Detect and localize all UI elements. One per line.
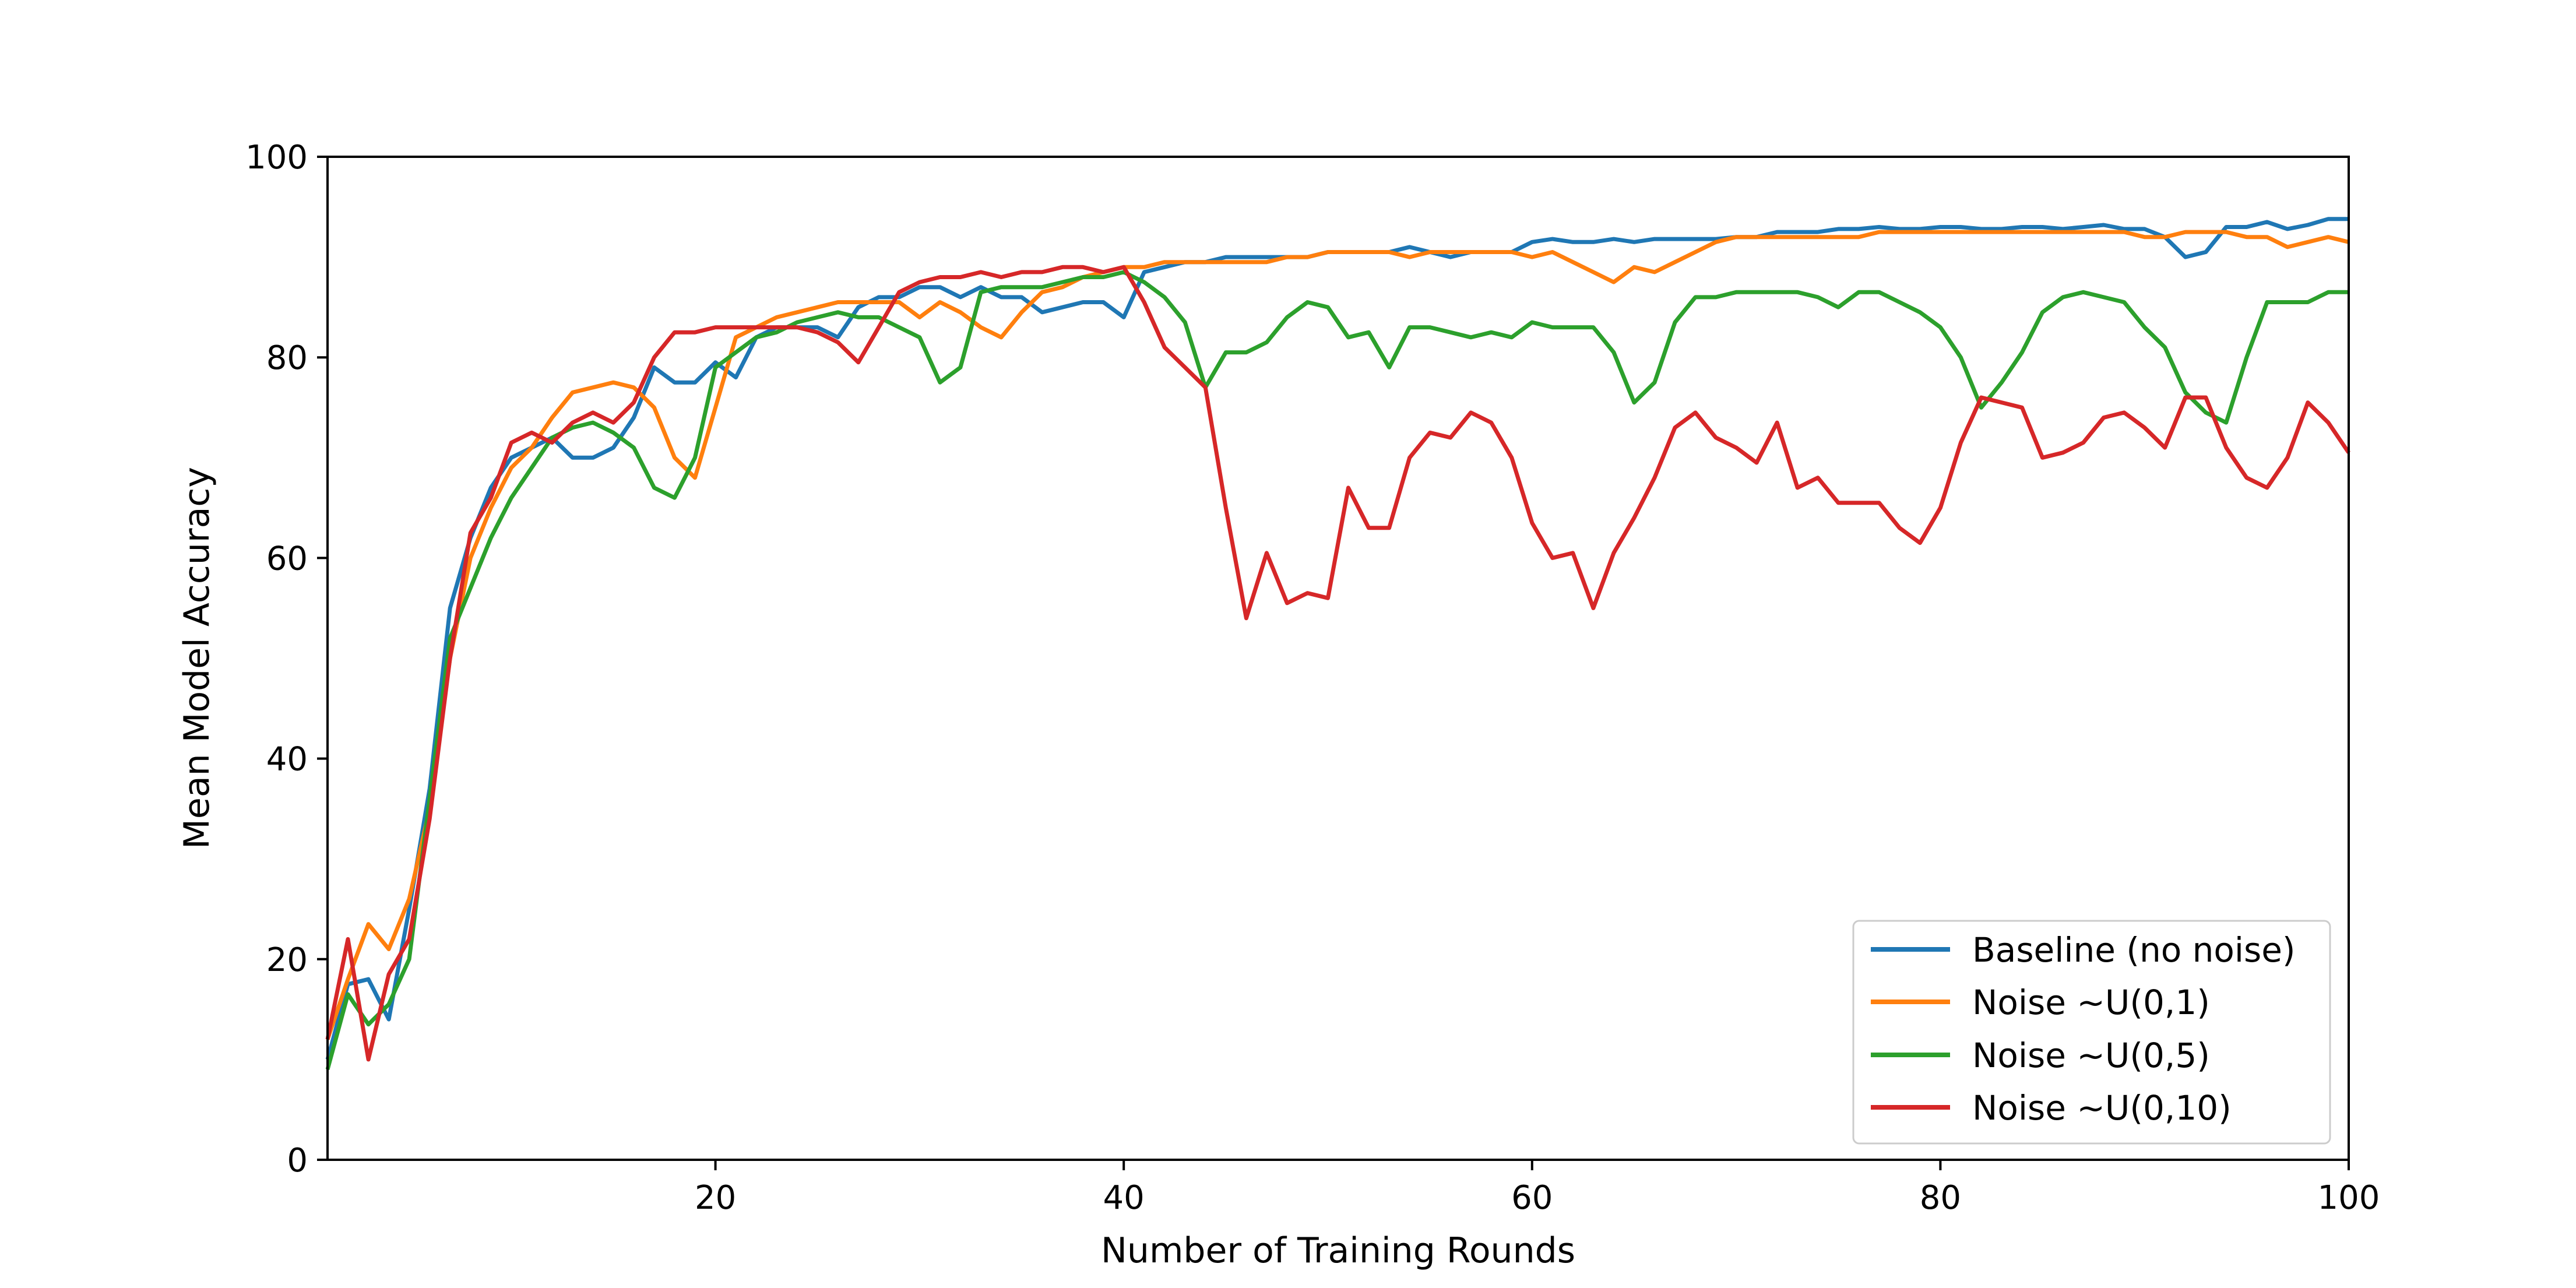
- y-tick-label: 60: [266, 540, 308, 578]
- legend-label-noise-u01: Noise ~U(0,1): [1972, 983, 2210, 1022]
- legend-label-noise-u05: Noise ~U(0,5): [1972, 1036, 2210, 1075]
- x-tick-label: 20: [695, 1179, 736, 1217]
- series-line-1: [325, 230, 2349, 1040]
- series-layer: [325, 217, 2350, 1071]
- legend: Baseline (no noise) Noise ~U(0,1) Noise …: [1852, 920, 2331, 1145]
- y-tick-label: 40: [266, 741, 308, 779]
- legend-box: [1852, 920, 2331, 1145]
- plot-frame: [326, 156, 2350, 1161]
- x-tick-label: 80: [1920, 1179, 1961, 1217]
- x-tick-label: 40: [1103, 1179, 1145, 1217]
- legend-label-baseline: Baseline (no noise): [1972, 930, 2296, 970]
- y-tick-label: 100: [245, 139, 308, 177]
- x-axis-label: Number of Training Rounds: [1101, 1230, 1575, 1271]
- series-line-3: [325, 265, 2350, 1062]
- y-tick-label: 80: [266, 339, 308, 377]
- y-tick-label: 20: [266, 941, 308, 979]
- legend-label-noise-u010: Noise ~U(0,10): [1972, 1088, 2232, 1128]
- x-tick-label: 100: [2318, 1179, 2380, 1217]
- y-axis-label: Mean Model Accuracy: [177, 467, 217, 849]
- ticks-layer: 20 40 60 80 100 0 20 40 60 80 100: [245, 139, 2380, 1217]
- y-tick-label: 0: [287, 1142, 308, 1180]
- x-tick-label: 60: [1511, 1179, 1553, 1217]
- series-line-2: [325, 270, 2349, 1071]
